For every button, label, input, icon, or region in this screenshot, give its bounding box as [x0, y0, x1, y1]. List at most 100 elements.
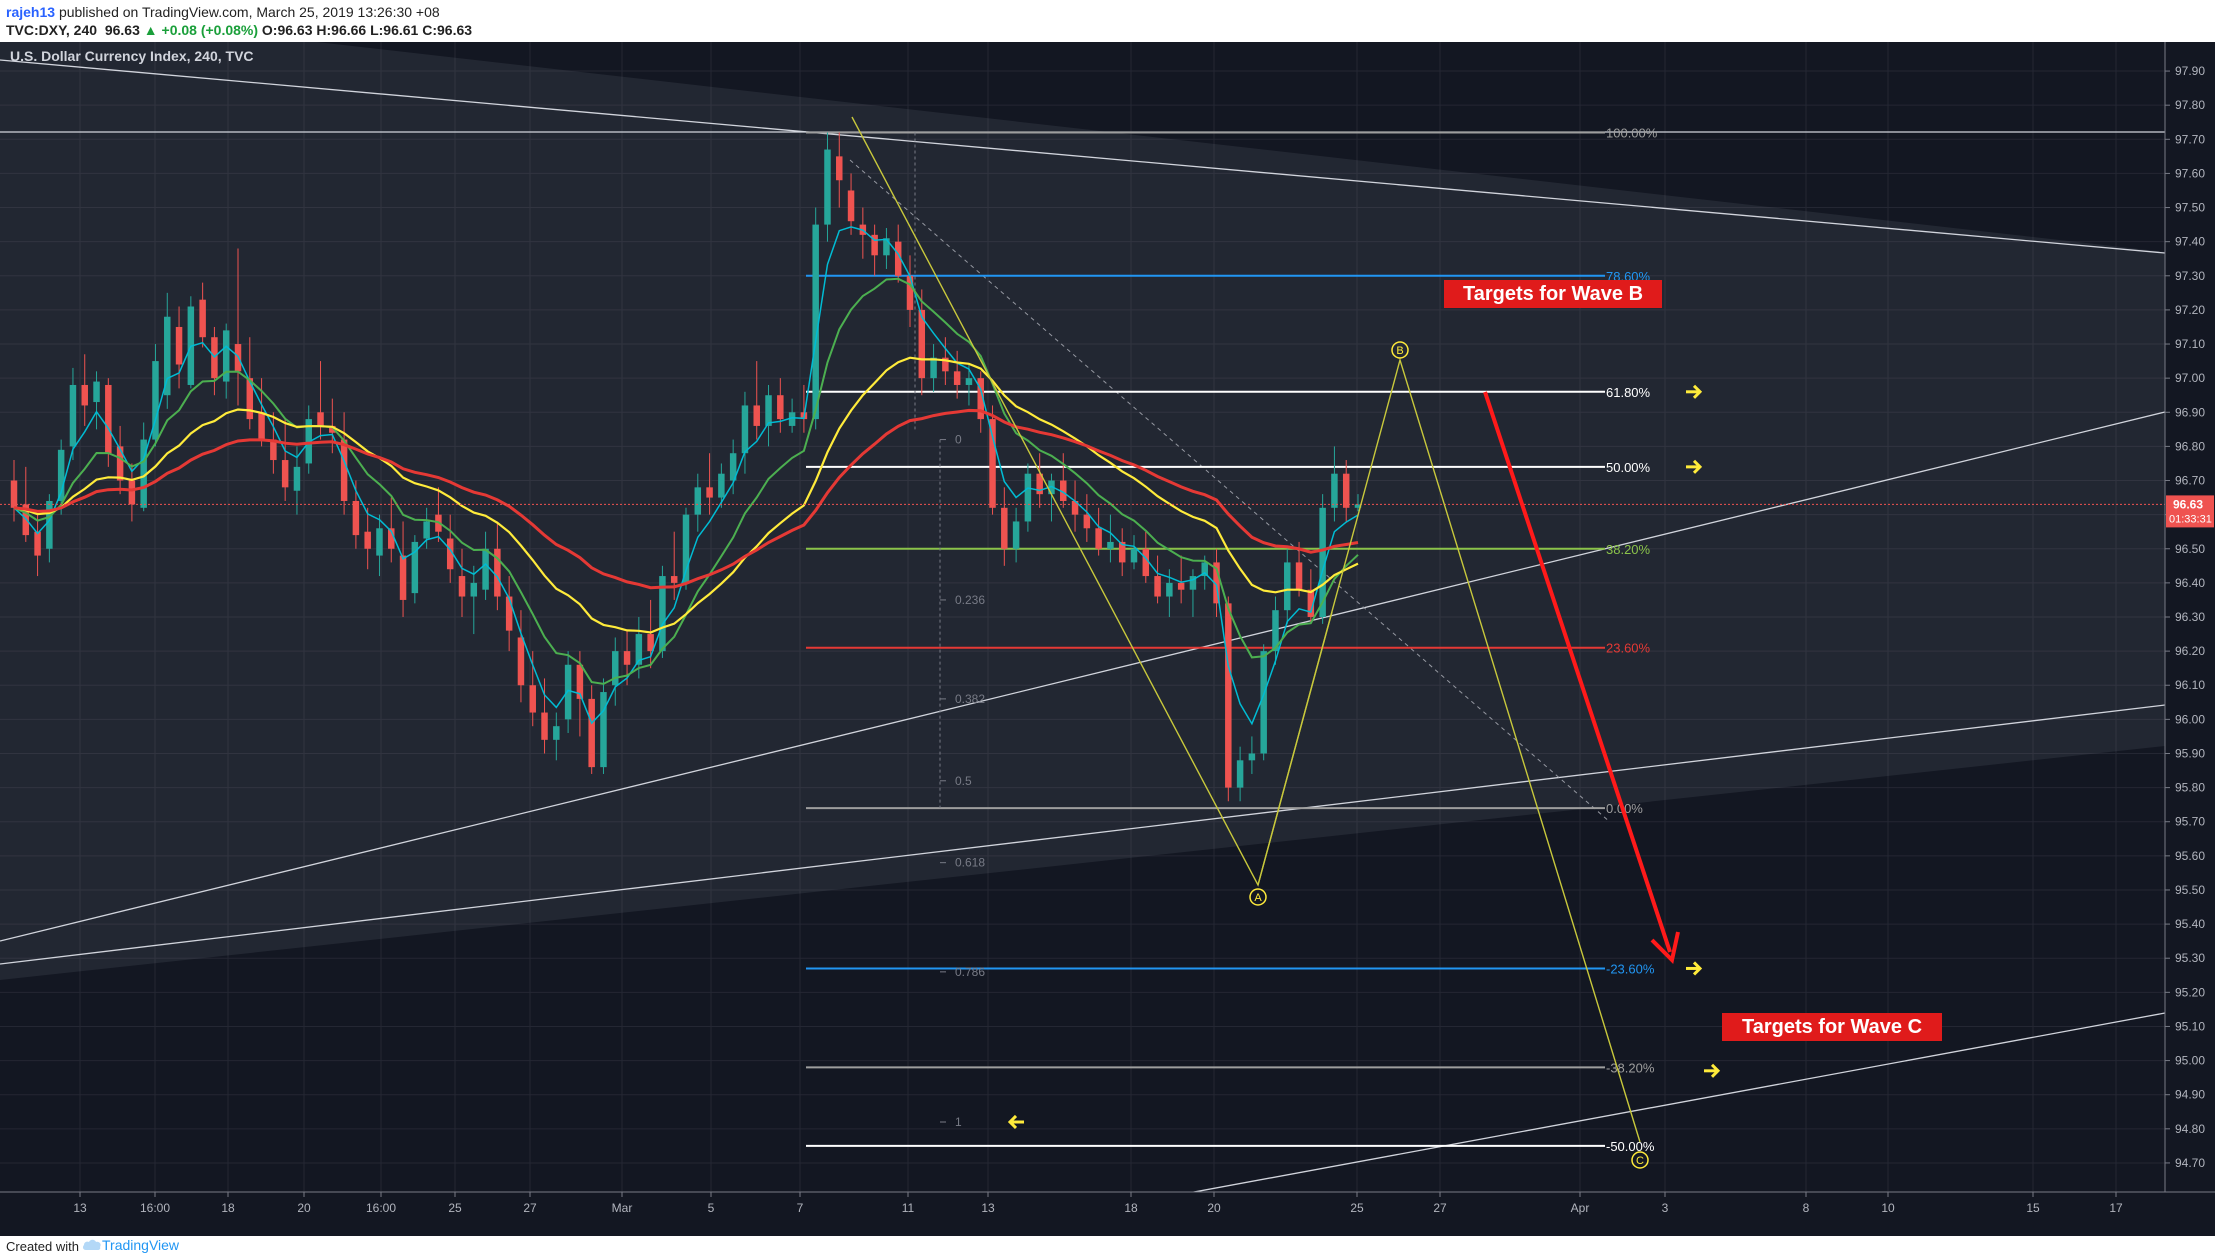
price-tick-label: 96.20 [2175, 644, 2205, 658]
candle-body [494, 548, 501, 597]
footer: Created with TradingView [0, 1236, 2215, 1258]
fib-ext-label: 1 [955, 1115, 962, 1129]
time-axis[interactable]: 13 16:00 18 20 16:00 25 27 Mar 5 7 11 13 18 20 25 27 Apr… [0, 1191, 2215, 1236]
candle-body [199, 299, 206, 338]
wave-label-circle [1391, 341, 1409, 359]
time-axis-bg [0, 1192, 2215, 1236]
candle-body [718, 473, 725, 498]
price-tick-label: 97.80 [2175, 98, 2205, 112]
symbol-name: TVC:DXY, 240 [6, 22, 98, 38]
candle-body [517, 637, 525, 686]
target-arrow-line [1483, 391, 1672, 953]
annotation-box [1722, 1013, 1942, 1041]
price-axis[interactable]: 97.90 97.80 97.70 97.60 97.50 97.40 97.30 97.20… [2164, 42, 2215, 1236]
time-tick-label: Apr [1571, 1201, 1590, 1215]
candle-body [69, 384, 77, 447]
time-tick-label: 16:00 [140, 1201, 170, 1215]
elliott-wave-lines: A B C [851, 116, 1649, 1169]
candle-body [1342, 473, 1350, 508]
triangle-pattern-fill [0, 42, 2165, 980]
price-tick-label: 96.80 [2175, 439, 2205, 453]
candle-body [777, 395, 784, 420]
price-tick-label: 96.90 [2175, 405, 2205, 419]
candle-body [812, 224, 819, 420]
price-tick-label: 97.50 [2175, 201, 2205, 215]
time-tick-label: 10 [1881, 1201, 1895, 1215]
time-tick-label: 16:00 [366, 1201, 396, 1215]
tradingview-brand[interactable]: TradingView [82, 1237, 179, 1253]
candle-body [788, 412, 796, 426]
candle-body [482, 548, 489, 590]
candle-body [883, 238, 890, 256]
candle-body [458, 576, 466, 597]
candle-body [128, 480, 136, 505]
last-price-tag-label: 96.63 [2173, 497, 2203, 511]
price-tick-label: 95.00 [2175, 1054, 2205, 1068]
fib-ext-label: 0.5 [955, 774, 972, 788]
candle-body [847, 190, 855, 222]
candle-body [588, 698, 595, 768]
candle-body [953, 371, 961, 385]
ema-long-line [13, 408, 1359, 590]
publish-header: rajeh13 published on TradingView.com, Ma… [0, 0, 2215, 42]
price-tick-label: 96.10 [2175, 678, 2205, 692]
trend-line [0, 704, 2166, 965]
candle-body [576, 664, 584, 699]
candle-body [352, 500, 360, 536]
price-tick-label: 94.80 [2175, 1122, 2205, 1136]
candle-body [1083, 514, 1091, 529]
candle-body [1354, 504, 1362, 508]
moving-averages [0, 226, 2165, 726]
candle-body [10, 480, 18, 508]
candle-body [541, 712, 548, 740]
price-tick-label: 97.70 [2175, 132, 2205, 146]
fib-level-label: 61.80% [1606, 385, 1651, 400]
candle-body [894, 241, 902, 276]
price-tick-label: 97.90 [2175, 64, 2205, 78]
candle-body [57, 449, 65, 501]
price-tick-label: 97.10 [2175, 337, 2205, 351]
trend-line [0, 59, 2166, 254]
fib-level-label: -50.00% [1606, 1139, 1655, 1154]
trend-line [1139, 1012, 2166, 1203]
candle-body [34, 531, 41, 556]
candle-body [505, 596, 513, 631]
symbol-line: TVC:DXY, 240 96.63 ▲ +0.08 (+0.08%) O:96… [6, 22, 472, 38]
candle-body [1166, 582, 1173, 597]
time-tick-label: 27 [523, 1201, 537, 1215]
candle-body [1060, 480, 1067, 501]
tradingview-cloud-icon [82, 1239, 101, 1250]
candle-body [105, 384, 112, 454]
annotation-box [1444, 280, 1662, 308]
candle-body [1118, 541, 1126, 563]
candle-body [317, 412, 324, 426]
time-tick-label: 15 [2026, 1201, 2040, 1215]
price-tick-label: 96.70 [2175, 474, 2205, 488]
fib-ext-label: 0.786 [955, 965, 985, 979]
fib-ext-label: 0 [955, 433, 962, 447]
candle-body [81, 384, 88, 406]
candle-body [1071, 500, 1079, 515]
annotation-label: Targets for Wave B [1463, 283, 1643, 305]
candle-body [376, 528, 383, 556]
chart-title: U.S. Dollar Currency Index, 240, TVC [10, 48, 254, 64]
candle-body [706, 487, 713, 498]
candle-body [1295, 562, 1303, 590]
price-tick-label: 95.30 [2175, 951, 2205, 965]
price-tick-label: 97.30 [2175, 269, 2205, 283]
price-tick-label: 96.40 [2175, 576, 2205, 590]
candle-body [1284, 562, 1291, 611]
candle-body [116, 446, 124, 481]
candle-body [600, 692, 607, 768]
candle-body [364, 531, 371, 549]
author-link[interactable]: rajeh13 [6, 4, 56, 20]
price-tick-label: 94.90 [2175, 1088, 2205, 1102]
candle-body [470, 582, 478, 597]
chart-svg[interactable]: 100.00%78.60%61.80%50.00%38.20%23.60%0.0… [0, 42, 2215, 1236]
wave-label-circle [1631, 1151, 1649, 1169]
time-tick-label: 27 [1433, 1201, 1447, 1215]
candle-body [741, 405, 749, 454]
candle-body [1036, 473, 1043, 495]
price-axis-bg [2165, 42, 2215, 1236]
price-tick-label: 95.70 [2175, 815, 2205, 829]
